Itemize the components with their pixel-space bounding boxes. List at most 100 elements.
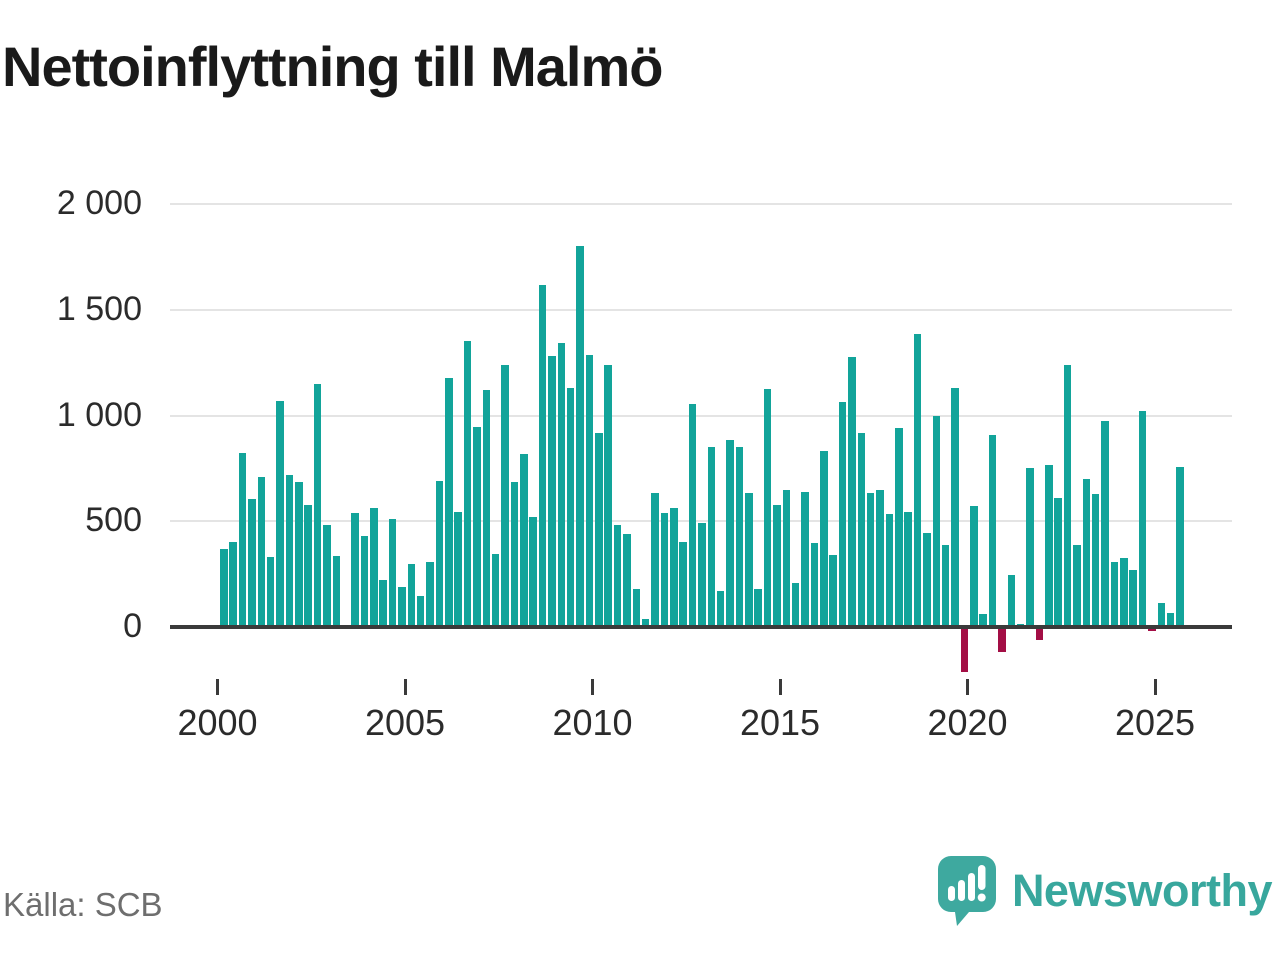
x-axis-label: 2020: [927, 702, 1008, 743]
y-axis-label: 500: [85, 501, 142, 540]
bar-2008Q2: [529, 517, 537, 627]
bar-2004Q3: [388, 519, 397, 627]
y-axis-label: 2 000: [56, 184, 142, 222]
bar-2012Q3: [688, 403, 697, 627]
bar-2003Q1: [332, 556, 341, 627]
bar-2001Q1: [257, 476, 266, 627]
source-note: Källa: SCB: [3, 886, 163, 923]
x-axis-tick: [591, 679, 594, 695]
bar-2020Q2: [979, 614, 987, 627]
bar-2017Q3: [876, 489, 884, 627]
bar-2013Q1: [707, 447, 716, 627]
bar-2000Q2: [229, 542, 237, 627]
bar-2010Q3: [613, 525, 622, 627]
bar-2016Q4: [848, 357, 856, 627]
bar-2008Q4: [548, 356, 556, 627]
bar-2007Q1: [482, 390, 491, 627]
bar-2001Q3: [276, 400, 284, 627]
bar-2003Q3: [351, 512, 359, 627]
bar-2011Q4: [660, 512, 669, 627]
bar-2014Q2: [754, 588, 762, 627]
bar-2019Q3: [951, 388, 959, 627]
bar-2023Q1: [1082, 478, 1091, 627]
bar-2021Q4: [1035, 629, 1044, 640]
bar-2005Q2: [416, 596, 425, 627]
bar-2018Q4: [923, 532, 931, 627]
bar-2011Q2: [641, 618, 650, 627]
bar-2015Q3: [801, 491, 809, 627]
x-axis-tick: [778, 679, 782, 695]
bar-2018Q2: [904, 511, 912, 627]
bar-2020Q1: [970, 506, 978, 627]
newsworthy-logo-icon: [937, 856, 996, 926]
bar-2022Q4: [1073, 544, 1081, 627]
y-axis-label: 0: [123, 607, 142, 645]
bar-2016Q1: [820, 451, 828, 627]
bar-2002Q3: [313, 383, 322, 627]
bar-2019Q1: [932, 415, 941, 627]
bar-2006Q3: [463, 341, 472, 627]
bar-2011Q3: [651, 492, 659, 627]
bar-2023Q4: [1110, 562, 1119, 627]
bar-2014Q3: [763, 389, 772, 627]
bar-2021Q3: [1026, 468, 1034, 627]
bar-2024Q1: [1120, 558, 1128, 627]
bar-2023Q3: [1101, 420, 1109, 627]
chart-title: Nettoinflyttning till Malmö: [2, 35, 663, 98]
x-axis-label: 2010: [552, 702, 633, 743]
bar-2004Q1: [370, 507, 378, 627]
bar-2022Q1: [1045, 465, 1053, 627]
x-axis-tick: [1153, 679, 1157, 695]
bar-2012Q4: [698, 523, 706, 627]
bar-2017Q4: [885, 513, 894, 627]
bar-2010Q2: [604, 364, 612, 627]
bar-2021Q1: [1007, 575, 1016, 627]
bar-2002Q1: [295, 482, 303, 627]
bar-2007Q3: [501, 364, 509, 627]
bar-2006Q1: [445, 378, 453, 627]
x-axis-tick: [403, 679, 407, 695]
bar-2024Q4: [1148, 629, 1156, 632]
bar-2003Q4: [360, 536, 369, 627]
bar-2002Q4: [323, 525, 331, 627]
bar-2011Q1: [632, 588, 641, 627]
bar-2012Q1: [670, 507, 678, 627]
bar-2005Q3: [426, 562, 434, 627]
x-axis-label: 2025: [1114, 702, 1196, 743]
bar-2020Q3: [988, 434, 997, 627]
bar-2000Q4: [248, 499, 256, 627]
bar-2008Q1: [520, 453, 528, 627]
bar-2000Q1: [220, 548, 228, 627]
bar-2013Q3: [726, 439, 734, 627]
bar-2014Q1: [745, 492, 753, 627]
bar-2007Q4: [510, 482, 519, 627]
bar-2013Q4: [735, 447, 744, 627]
bar-2009Q2: [566, 388, 575, 627]
brand-name: Newsworthy: [1011, 865, 1273, 916]
gridline: [170, 414, 1232, 417]
bar-2009Q3: [576, 246, 584, 627]
y-axis-label: 1 500: [56, 289, 142, 328]
x-axis-tick: [216, 679, 219, 695]
bar-2013Q2: [716, 591, 725, 627]
bar-2024Q2: [1129, 569, 1137, 627]
bar-2022Q3: [1063, 364, 1072, 627]
bar-2019Q4: [960, 629, 969, 673]
bar-2017Q1: [857, 433, 866, 627]
bar-2010Q4: [623, 533, 631, 627]
y-axis-label: 1 000: [56, 395, 142, 434]
x-axis-line: [170, 625, 1232, 629]
bar-2000Q3: [238, 452, 247, 627]
bar-2018Q1: [895, 428, 903, 627]
gridline: [170, 203, 1232, 205]
bar-2022Q2: [1054, 497, 1062, 627]
bar-2020Q4: [998, 629, 1006, 653]
gridline: [170, 520, 1232, 523]
bar-2010Q1: [595, 433, 603, 627]
x-axis-tick: [966, 679, 969, 695]
bar-2001Q2: [266, 557, 275, 627]
bar-2007Q2: [491, 554, 500, 627]
brand-footer: Newsworthy: [937, 856, 1273, 926]
bar-2005Q1: [407, 563, 416, 627]
